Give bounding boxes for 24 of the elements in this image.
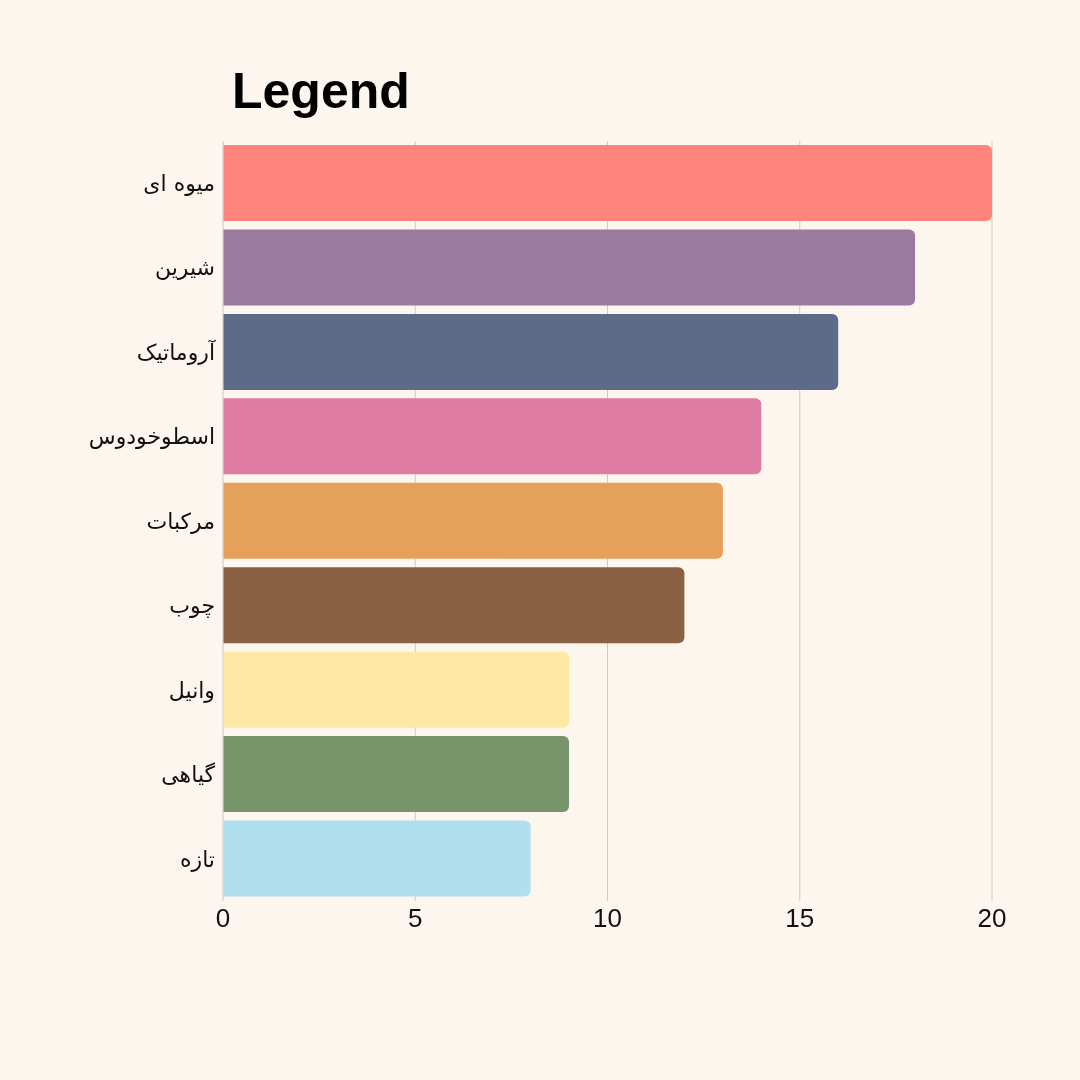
y-tick-label: چوب <box>169 593 215 619</box>
bar <box>223 567 685 644</box>
y-tick-label: وانیل <box>168 677 215 703</box>
y-tick-label: تازه <box>180 846 215 872</box>
chart-title: Legend <box>232 62 410 120</box>
bar <box>223 736 570 813</box>
bar <box>223 313 839 390</box>
bar <box>223 229 916 306</box>
x-tick-label: 5 <box>408 903 423 934</box>
bar <box>223 398 762 475</box>
y-tick-label: گیاهی <box>161 762 216 788</box>
y-tick-label: آروماتیک <box>136 338 216 365</box>
bar <box>223 482 723 559</box>
bar <box>223 145 992 221</box>
y-tick-label: اسطوخودوس <box>88 424 215 451</box>
x-tick-label: 15 <box>785 903 815 934</box>
x-tick-label: 0 <box>215 903 231 934</box>
bar <box>223 651 570 728</box>
y-tick-label: شیرین <box>154 255 215 281</box>
bar <box>223 820 531 897</box>
y-tick-label: میوه ای <box>143 171 215 197</box>
x-tick-label: 10 <box>593 903 622 934</box>
y-tick-label: مرکبات <box>146 508 215 534</box>
x-tick-label: 20 <box>977 903 1007 934</box>
